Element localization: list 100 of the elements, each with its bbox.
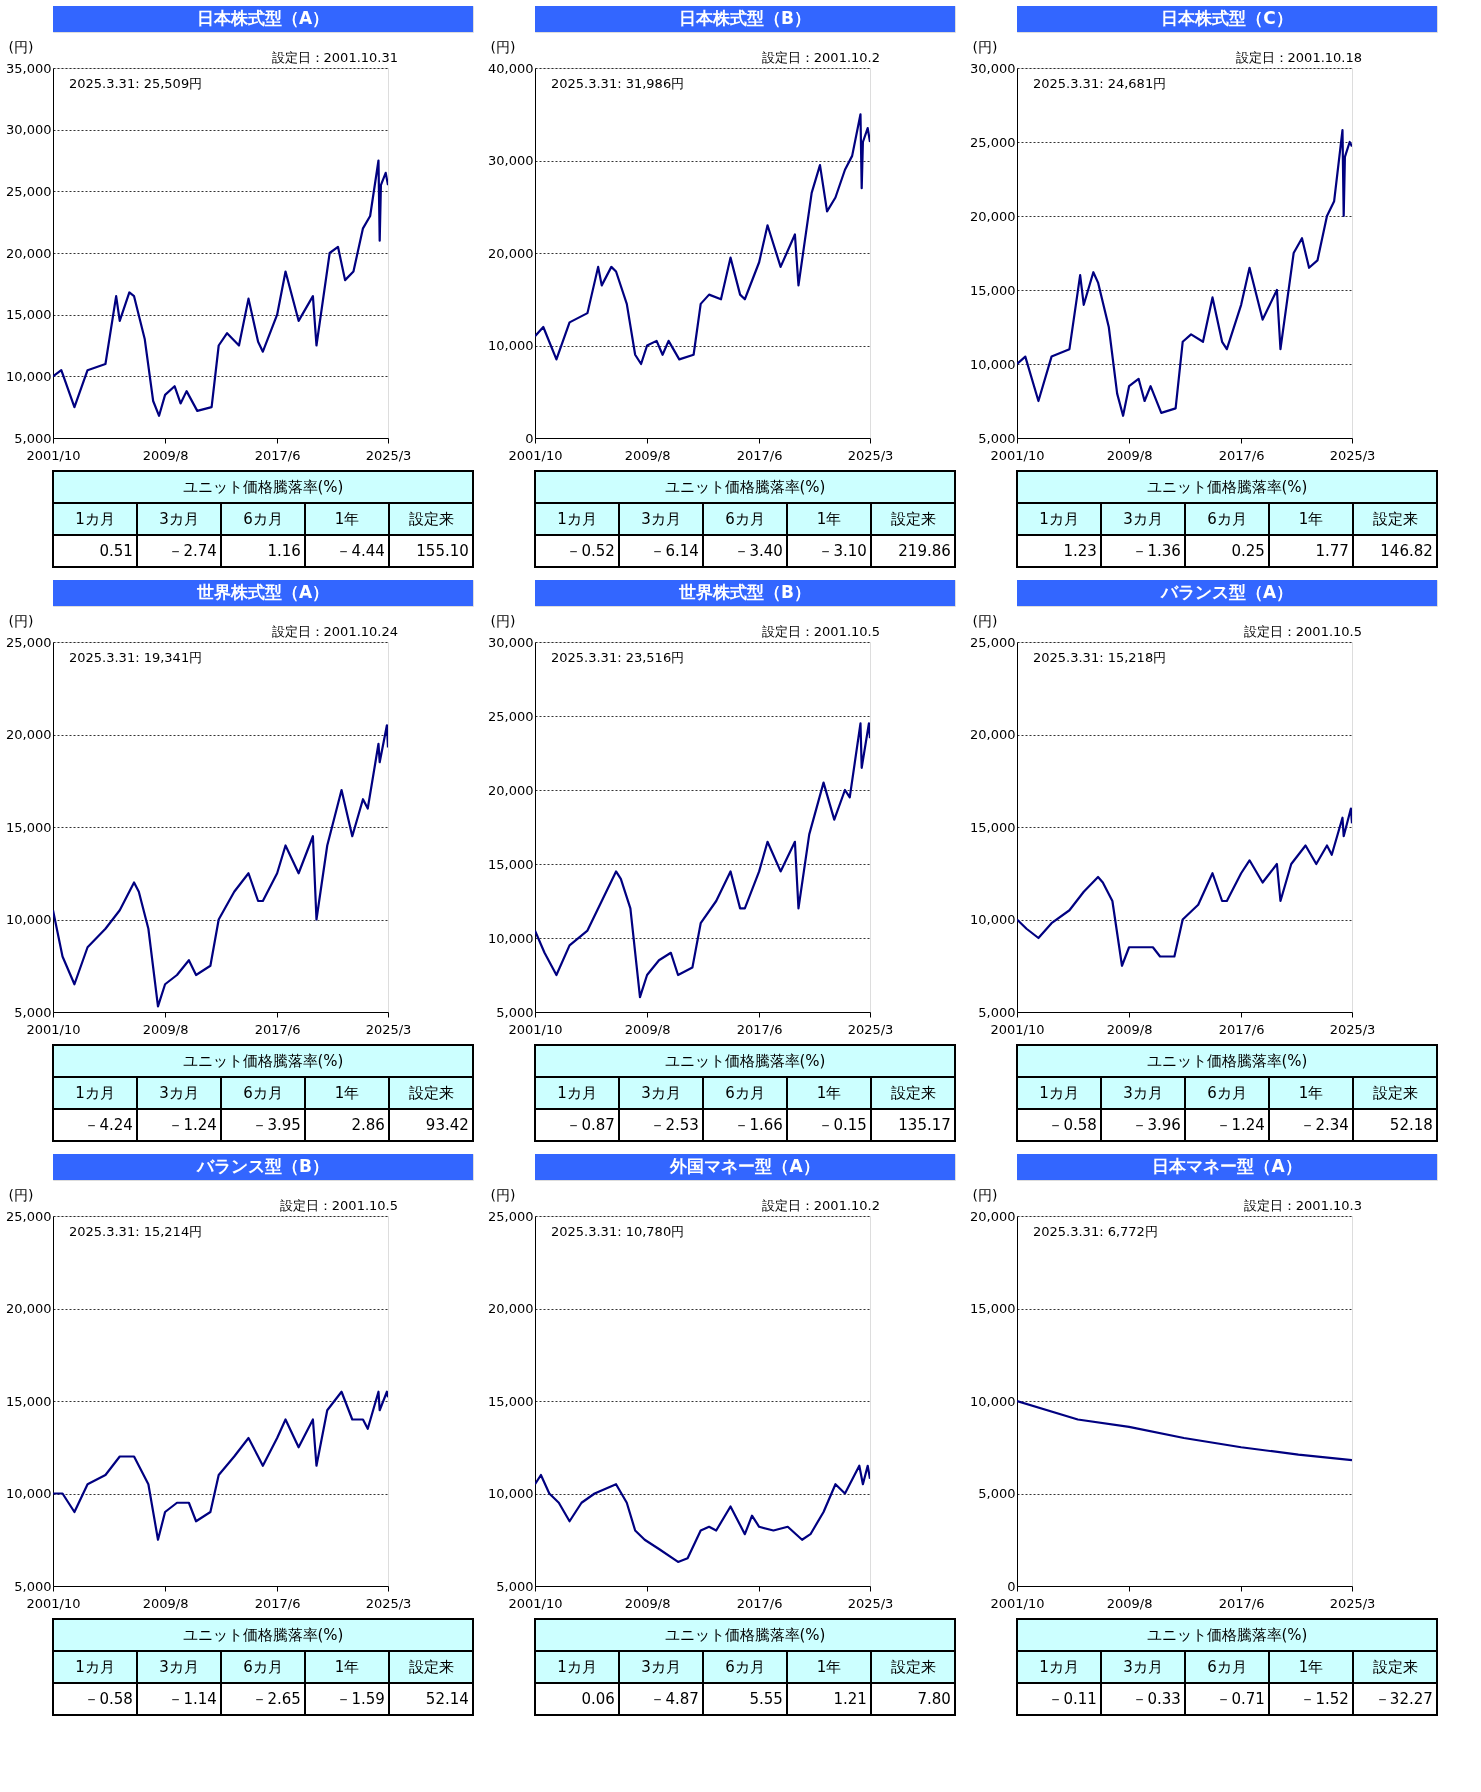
text: 1.21 [833,1690,867,1708]
y-tick-label: 10,000 [6,368,52,384]
text: 1カ月 [1039,510,1079,528]
text: 1.77 [1315,542,1349,560]
text: 6カ月 [1207,1084,1247,1102]
y-tick-label: 30,000 [488,634,534,650]
text: 1年 [334,510,360,528]
text: －1.52 [1300,1690,1349,1708]
text: 52.18 [1389,1116,1433,1134]
text: －4.24 [84,1116,133,1134]
text: 設定日：2001.10.18 [1235,50,1362,65]
y-tick-label: 30,000 [970,60,1016,76]
text: ユニット価格騰落率(%) [1146,478,1308,496]
y-tick-label: 5,000 [496,1578,534,1594]
x-tick-label: 2017/6 [254,447,301,463]
text: 146.82 [1380,542,1433,560]
text: 6カ月 [243,1084,283,1102]
text: 52.14 [425,1690,469,1708]
text: 6カ月 [1207,510,1247,528]
text: 135.17 [898,1116,951,1134]
y-tick-label: 15,000 [6,819,52,835]
y-tick-label: 30,000 [6,122,52,138]
chart-title: 日本株式型（B） [679,8,811,28]
y-tick-label: 10,000 [488,930,534,946]
text: －0.58 [84,1690,133,1708]
text: －3.10 [818,542,867,560]
text: ユニット価格騰落率(%) [1146,1052,1308,1070]
y-tick-label: 20,000 [488,1301,534,1316]
text: ユニット価格騰落率(%) [664,478,826,496]
y-tick-label: 25,000 [6,1208,52,1224]
chart-title: 日本株式型（A） [196,8,330,28]
text: 3カ月 [641,510,681,528]
text: 設定来 [890,1084,936,1102]
text: 設定日：2001.10.31 [271,50,398,65]
chart-title: 世界株式型（A） [195,582,330,602]
text: 0.06 [581,1690,615,1708]
y-tick-label: 0 [1007,1578,1016,1594]
text: 3カ月 [159,510,199,528]
text: －1.14 [168,1690,217,1708]
text: －1.36 [1132,542,1181,560]
x-tick-label: 2001/10 [990,447,1045,463]
y-tick-label: 15,000 [970,819,1016,835]
x-tick-label: 2001/10 [508,1021,563,1037]
text: －0.87 [566,1116,615,1134]
y-tick-label: 20,000 [6,1301,52,1316]
text: －32.27 [1374,1690,1433,1708]
text: 93.42 [425,1116,469,1134]
y-tick-label: 25,000 [488,1208,534,1224]
chart-title: 外国マネー型（A） [669,1156,820,1176]
x-tick-label: 2017/6 [736,447,783,463]
y-tick-label: 5,000 [14,1578,52,1594]
y-tick-label: 10,000 [970,356,1016,372]
text: －2.34 [1300,1116,1349,1134]
text: 1年 [1298,1658,1324,1676]
text: 設定来 [408,510,454,528]
x-tick-label: 2017/6 [254,1021,301,1037]
text: 設定来 [1372,1084,1418,1102]
y-tick-label: 5,000 [14,430,52,446]
text: 設定日：2001.10.2 [761,50,880,65]
y-tick-label: 35,000 [6,60,52,76]
y-tick-label: 25,000 [6,634,52,650]
text: 6カ月 [725,1658,765,1676]
y-axis-title: (円) [972,1186,998,1203]
text: －0.58 [1048,1116,1097,1134]
text: 設定来 [890,1658,936,1676]
text: 3カ月 [159,1084,199,1102]
y-tick-label: 10,000 [970,1393,1016,1409]
text: －1.59 [336,1690,385,1708]
text: 3カ月 [1123,1658,1163,1676]
text: －0.15 [818,1116,867,1134]
text: 3カ月 [641,1084,681,1102]
text: 1カ月 [75,1084,115,1102]
x-tick-label: 2025/3 [1329,1021,1376,1037]
y-tick-label: 10,000 [488,338,534,353]
text: －2.53 [650,1116,699,1134]
text: 3カ月 [641,1658,681,1676]
y-tick-label: 25,000 [970,634,1016,650]
text: ユニット価格騰落率(%) [664,1052,826,1070]
text: 1カ月 [75,510,115,528]
y-tick-label: 20,000 [970,727,1016,742]
text: －6.14 [650,542,699,560]
y-tick-label: 15,000 [6,307,52,323]
chart-title: バランス型（B） [196,1156,329,1176]
text: －2.65 [252,1690,301,1708]
x-tick-label: 2001/10 [508,1595,563,1611]
x-tick-label: 2017/6 [1218,1021,1265,1037]
text: 設定来 [408,1084,454,1102]
annotation: 2025.3.31: 24,681円 [1033,76,1167,91]
text: 設定日：2001.10.2 [761,1198,880,1213]
annotation: 2025.3.31: 10,780円 [551,1224,685,1239]
text: －1.24 [168,1116,217,1134]
y-axis-title: (円) [490,1186,516,1203]
x-tick-label: 2017/6 [736,1021,783,1037]
annotation: 2025.3.31: 15,214円 [69,1224,203,1239]
x-tick-label: 2009/8 [142,1021,189,1037]
y-axis-title: (円) [972,38,998,55]
x-tick-label: 2001/10 [26,447,81,463]
x-tick-label: 2017/6 [1218,1595,1265,1611]
x-tick-label: 2017/6 [1218,447,1265,463]
x-tick-label: 2009/8 [142,1595,189,1611]
